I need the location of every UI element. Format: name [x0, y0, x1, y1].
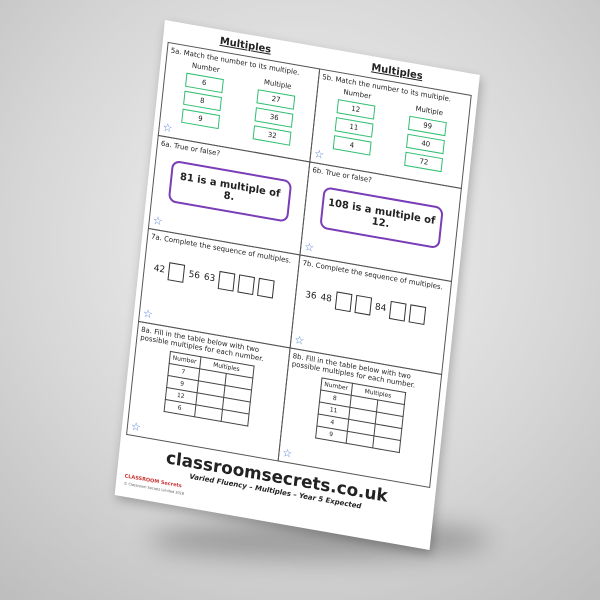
multiple-box: 32: [252, 125, 292, 146]
multiple-header: Multiple: [263, 78, 292, 91]
multiple-box: 72: [404, 151, 444, 173]
worksheet: Multiples 5a. Match the number to its mu…: [114, 20, 480, 551]
star-icon: ☆: [161, 120, 174, 136]
number-box: 8: [182, 90, 222, 112]
multiple-box: 40: [406, 133, 446, 155]
answer-box[interactable]: [167, 262, 186, 283]
multiple-header: Multiple: [415, 104, 444, 118]
star-icon: ☆: [313, 147, 325, 162]
sequence-number: 84: [374, 302, 387, 315]
sequence-number: 42: [153, 263, 166, 276]
number-header: Number: [343, 87, 372, 101]
multiple-box: 27: [256, 89, 296, 110]
number-box: 9: [180, 108, 220, 130]
star-icon: ☆: [142, 306, 154, 322]
sequence-number: 48: [319, 292, 333, 305]
answer-box[interactable]: [354, 294, 373, 316]
number-box: 6: [184, 72, 224, 94]
star-icon: ☆: [152, 213, 164, 229]
answer-box[interactable]: [389, 300, 407, 322]
sequence-number: 63: [203, 272, 216, 285]
multiples-table: Number Multiples 7 9 12 6: [163, 351, 254, 427]
multiple-box: 36: [254, 107, 294, 128]
number-header: Number: [191, 61, 221, 75]
multiple-box: 99: [408, 115, 448, 137]
star-icon: ☆: [130, 419, 142, 435]
number-box: 4: [332, 135, 372, 156]
answer-box[interactable]: [408, 304, 427, 326]
multiples-table: Number Multiples 8 11 4 9: [315, 377, 406, 453]
statement-box: 81 is a multiple of 8.: [167, 159, 292, 223]
star-icon: ☆: [281, 446, 293, 461]
star-icon: ☆: [303, 240, 315, 255]
answer-box[interactable]: [218, 270, 236, 292]
answer-box[interactable]: [257, 277, 276, 299]
answer-box[interactable]: [334, 291, 353, 313]
star-icon: ☆: [293, 333, 305, 348]
sequence-number: 36: [304, 290, 318, 303]
answer-box[interactable]: [237, 274, 256, 296]
statement-box: 108 is a multiple of 12.: [318, 186, 444, 250]
number-box: 11: [334, 117, 374, 138]
number-box: 12: [336, 99, 376, 120]
sequence-number: 56: [188, 269, 201, 282]
